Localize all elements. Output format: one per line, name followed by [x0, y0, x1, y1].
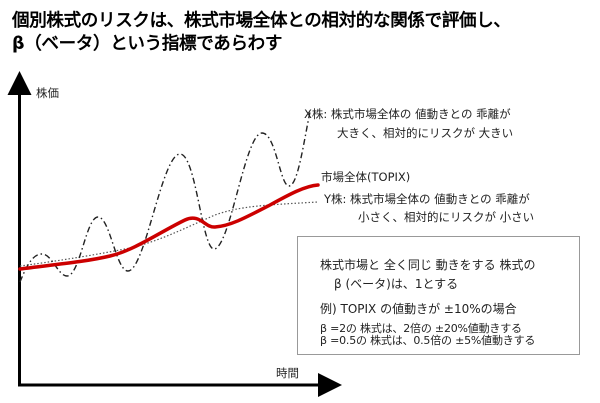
beta-explanation-box: 株式市場と 全く同じ 動きをする 株式の β (ベータ)は、1とする 例) TO…: [297, 236, 580, 355]
page-title: 個別株式のリスクは、株式市場全体との相対的な関係で評価し、 β（ベータ）という指…: [12, 10, 511, 56]
x-stock-label-line2: 大きく、相対的にリスクが 大きい: [337, 126, 514, 140]
y-axis-label: 株価: [36, 86, 59, 100]
note-example: 例) TOPIX の値動きが ±10%の場合: [320, 302, 517, 316]
title-line-1: 個別株式のリスクは、株式市場全体との相対的な関係で評価し、: [12, 11, 511, 31]
x-stock-label-line1: X株: 株式市場全体の 値動きとの 乖離が: [304, 107, 511, 121]
x-axis-label: 時間: [276, 366, 299, 380]
market-label: 市場全体(TOPIX): [321, 170, 411, 184]
x-stock-line: [19, 111, 311, 283]
title-line-2: β（ベータ）という指標であらわす: [12, 34, 283, 54]
market-line: [18, 183, 320, 271]
note-line-2: β (ベータ)は、1とする: [334, 277, 459, 291]
note-line-1: 株式市場と 全く同じ 動きをする 株式の: [320, 258, 536, 272]
note-beta-05: β =0.5の 株式は、0.5倍の ±5%値動きする: [320, 334, 536, 347]
y-stock-line: [19, 201, 319, 267]
y-stock-label-line2: 小さく、相対的にリスクが 小さい: [358, 210, 535, 224]
y-stock-label-line1: Y株: 株式市場全体の 値動きとの 乖離が: [324, 192, 530, 206]
note-beta-2: β =2の 株式は、2倍の ±20%値動きする: [320, 322, 522, 335]
